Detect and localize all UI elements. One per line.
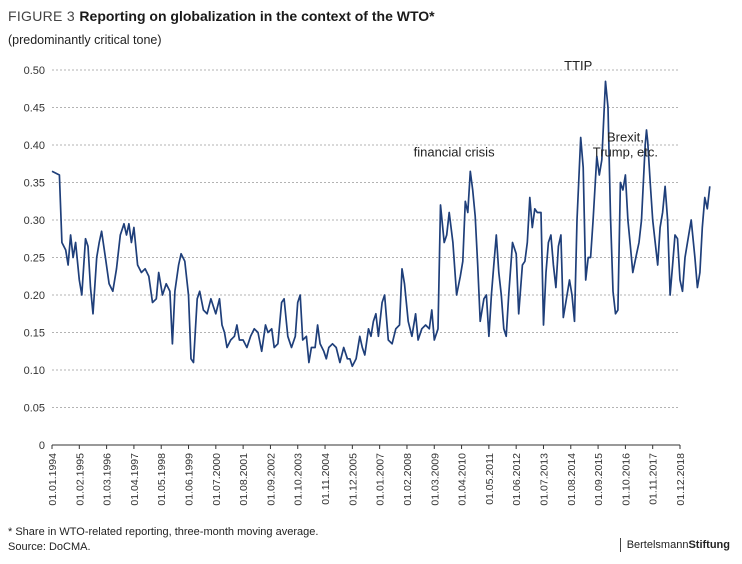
y-tick-label: 0.45 [24,103,45,115]
x-tick-label: 01.04.2010 [457,453,469,506]
x-tick-label: 01.08.2014 [566,453,578,506]
brand-regular: Bertelsmann [626,539,689,551]
y-tick-label: 0.35 [24,178,45,190]
x-tick-label: 01.11.2004 [320,453,332,505]
series-line [51,80,711,368]
x-tick-label: 01.05.1998 [156,453,168,506]
annotation-line: Trump, etc. [593,144,658,159]
y-tick-labels: 0 0.05 0.10 0.15 0.20 0.25 0.30 0.35 0.40 0.45 0.5… [24,65,45,452]
x-tick-label: 01.02.1995 [74,453,86,506]
x-tick-label: 01.06.2012 [511,453,523,506]
y-tick-label: 0.40 [24,140,45,152]
x-tick-label: 01.03.1996 [102,453,114,506]
footnote: * Share in WTO-related reporting, three-… [8,526,319,538]
brand-logo: BertelsmannStiftung [619,538,730,552]
y-tick-label: 0 [39,440,45,452]
annotation-line: financial crisis [414,144,495,159]
annotations: financial crisis TTIP Brexit, Trump, etc. [414,58,658,159]
figure-label: FIGURE 3 [8,8,75,24]
x-tick-label: 01.06.1999 [184,453,196,506]
x-tick-label: 01.12.2018 [675,453,687,506]
x-tick-label: 01.12.2005 [347,453,359,506]
x-tick-label: 01.09.2015 [593,453,605,506]
annotation-label: financial crisis [414,144,495,159]
brand-bold: Stiftung [688,539,730,551]
source-note: Source: DoCMA. [8,541,91,553]
x-tick-label: 01.03.2009 [429,453,441,506]
annotation-label: TTIP [564,58,592,73]
y-tick-label: 0.10 [24,365,45,377]
figure-title-text: Reporting on globalization in the contex… [79,8,435,24]
y-tick-label: 0.50 [24,65,45,77]
annotation-line: TTIP [564,58,592,73]
annotation-label: Brexit, Trump, etc. [593,129,658,159]
x-tick-label: 01.10.2003 [293,453,305,506]
x-tick-label: 01.07.2013 [538,453,550,506]
x-tick-label: 01.10.2016 [620,453,632,506]
x-tick-labels: 01.01.1994 01.02.1995 01.03.1996 01.04.1997… [47,445,687,506]
series-layer [51,80,711,368]
x-tick-label: 01.09.2002 [265,453,277,506]
y-tick-label: 0.30 [24,215,45,227]
x-tick-label: 01.08.2001 [238,453,250,506]
x-tick-label: 01.01.1994 [47,453,59,506]
x-tick-label: 01.04.1997 [129,453,141,506]
y-tick-label: 0.05 [24,403,45,415]
x-tick-label: 01.07.2000 [211,453,223,506]
grid-layer [52,69,680,446]
x-tick-label: 01.11.2017 [648,453,660,505]
y-tick-label: 0.15 [24,328,45,340]
y-tick-label: 0.20 [24,290,45,302]
x-tick-label: 01.05.2011 [484,453,496,505]
x-tick-label: 01.01.2007 [375,453,387,506]
x-tick-label: 01.02.2008 [402,453,414,506]
y-tick-label: 0.25 [24,253,45,265]
figure-title: FIGURE 3 Reporting on globalization in t… [8,8,435,26]
figure-subtitle: (predominantly critical tone) [8,33,162,47]
annotation-line: Brexit, [607,129,644,144]
